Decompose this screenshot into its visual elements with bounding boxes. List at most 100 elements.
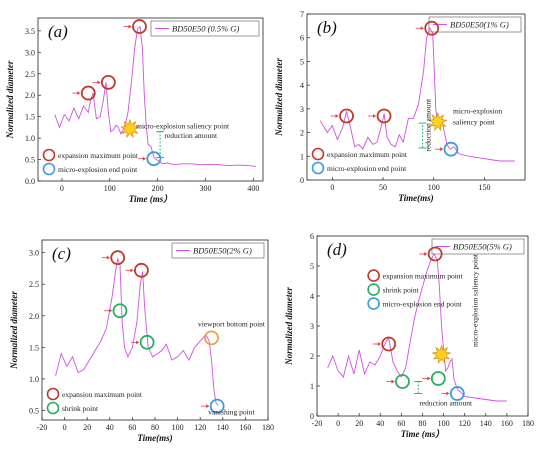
- x-tick-label: 180: [262, 423, 274, 432]
- x-tick-label: 160: [501, 419, 513, 428]
- marker-expansion: [134, 262, 149, 278]
- y-tick-label: 3.5: [25, 27, 35, 36]
- marker-arrowhead: [136, 340, 140, 345]
- panel-1: 0 100 200 300 400 0.0 0.5 1.0 1.5 2.0 2.5 3.0 3.5 Tim…: [5, 17, 264, 204]
- x-tick-label: 0: [336, 419, 340, 428]
- x-tick-label: 50: [379, 183, 387, 192]
- y-tick-label: 3: [310, 322, 314, 331]
- legend-item-label: micro-explosion end point: [383, 300, 463, 309]
- y-tick-label: 6: [310, 232, 314, 241]
- x-tick-label: 140: [480, 419, 492, 428]
- marker-expansion: [381, 336, 397, 352]
- explosion-burst-icon: [427, 111, 448, 132]
- legend-item-label: expansion maximum point: [327, 150, 408, 159]
- x-tick-label: 140: [217, 423, 229, 432]
- y-tick-label: 1: [300, 152, 304, 161]
- x-tick-label: 150: [478, 183, 490, 192]
- y-tick-label: 6: [300, 34, 304, 43]
- marker-shrink: [112, 303, 128, 319]
- legend-marker-expansion: [46, 387, 60, 401]
- y-tick-label: 0.5: [25, 156, 35, 165]
- marker-arrowhead: [420, 26, 424, 31]
- marker-explosion_end: [146, 151, 162, 167]
- annotation: reduction amount: [419, 399, 473, 408]
- x-tick-label: 80: [151, 423, 159, 432]
- marker-viewport: [204, 330, 219, 346]
- legend-label: BD50E50(2% G): [193, 246, 252, 256]
- marker-expansion: [339, 108, 354, 124]
- y-tick-label: 2.5: [25, 70, 35, 79]
- y-tick-label: 1.0: [29, 375, 39, 384]
- legend-marker-explosion_end: [42, 162, 56, 176]
- marker-explosion_end: [209, 398, 225, 414]
- x-axis-label: Time(ms): [137, 433, 172, 443]
- explosion-burst-icon: [431, 344, 452, 364]
- legend-item-label: expansion maximum point: [58, 151, 139, 160]
- x-tick-label: 40: [106, 423, 114, 432]
- x-tick-label: 0: [60, 184, 64, 193]
- legend-item-label: micro-explosion end point: [327, 164, 407, 173]
- panel-label: (a): [48, 22, 68, 41]
- annotation: micro-explosion saliency point: [136, 122, 230, 131]
- x-tick-label: 180: [522, 419, 534, 428]
- marker-arrowhead: [108, 308, 112, 313]
- panel-label: (b): [317, 18, 337, 37]
- y-tick-label: 1.0: [25, 134, 35, 143]
- series-line: [54, 25, 256, 167]
- legend-marker-explosion_end: [311, 161, 325, 175]
- x-axis-label: Time (ms）: [401, 429, 444, 439]
- plot-frame: [306, 13, 526, 181]
- x-tick-label: 100: [428, 183, 440, 192]
- legend-label: BD50E50(5% G): [453, 242, 512, 252]
- marker-arrowhead: [377, 342, 381, 346]
- legend-item-label: expansion maximum point: [383, 272, 464, 281]
- y-tick-label: 3.0: [29, 249, 39, 258]
- x-tick-label: 200: [152, 184, 164, 193]
- legend-label: BD50E50(1% G): [450, 20, 509, 30]
- x-tick-label: 400: [247, 184, 259, 193]
- marker-arrowhead: [424, 252, 428, 256]
- legend-item-label: expansion maximum point: [62, 390, 143, 399]
- y-tick-label: 2.5: [29, 280, 39, 289]
- legend-item-label: shrink point: [383, 286, 420, 295]
- x-tick-label: 80: [419, 419, 427, 428]
- marker-arrowhead: [106, 255, 110, 260]
- series-line: [319, 27, 515, 162]
- annotation: vanishing point: [208, 407, 255, 416]
- y-tick-label: 0: [300, 176, 304, 185]
- marker-shrink: [139, 334, 155, 350]
- legend-marker-shrink: [46, 401, 60, 415]
- marker-arrowhead: [142, 156, 146, 161]
- legend-marker-expansion: [367, 269, 380, 282]
- marker-arrowhead: [130, 268, 134, 273]
- legend-box: [171, 242, 265, 259]
- y-axis-label: Normalized diameter: [5, 60, 15, 139]
- x-tick-label: 160: [239, 423, 251, 432]
- x-tick-label: 60: [128, 423, 136, 432]
- x-tick-label: 120: [194, 423, 206, 432]
- panel-2: 0 50 100 150 0 1 2 3 4 5 6 7 Time(ms) Normalized diam…: [274, 10, 526, 203]
- x-tick-label: -20: [312, 419, 323, 428]
- annotation: viewport bottom point: [198, 320, 266, 329]
- series-line: [327, 253, 507, 402]
- y-tick-label: 4: [310, 292, 314, 301]
- y-tick-label: 2.0: [25, 91, 35, 100]
- marker-expansion: [110, 250, 126, 266]
- annotation: micro-explosion: [453, 107, 502, 116]
- x-tick-label: 20: [83, 423, 91, 432]
- marker-explosion_end: [449, 386, 465, 401]
- marker-expansion: [427, 246, 443, 262]
- y-tick-label: 3: [300, 105, 304, 114]
- marker-arrowhead: [97, 80, 101, 85]
- annotation: saliency point: [453, 117, 496, 126]
- marker-expansion: [376, 108, 392, 124]
- legend-item-label: shrink point: [62, 404, 99, 413]
- x-tick-label: -20: [37, 423, 48, 432]
- y-tick-label: 0.0: [25, 177, 35, 186]
- marker-arrowhead: [427, 376, 431, 381]
- x-tick-label: 40: [376, 419, 384, 428]
- x-tick-label: 100: [438, 419, 450, 428]
- y-tick-label: 2: [310, 352, 314, 361]
